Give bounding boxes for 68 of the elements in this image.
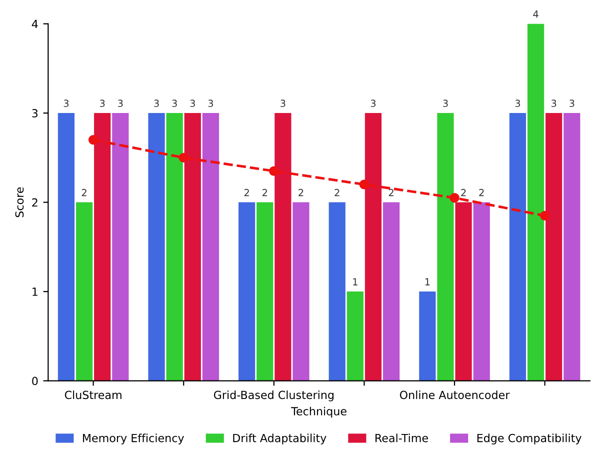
y-tick-label: 0	[32, 376, 38, 386]
bar	[238, 202, 256, 381]
data-label: 2	[479, 188, 484, 196]
bar	[346, 292, 364, 381]
legend-label: Real-Time	[376, 434, 428, 442]
legend-label: Drift Adaptability	[233, 434, 326, 444]
data-label: 2	[298, 188, 304, 196]
data-label: 2	[334, 188, 340, 196]
data-label: 2	[461, 188, 466, 196]
data-label: 3	[172, 100, 177, 107]
data-label: 2	[388, 188, 394, 196]
legend-label: Edge Compatibility	[477, 434, 582, 444]
bar	[546, 113, 562, 381]
bar	[382, 202, 400, 381]
data-label: 3	[100, 100, 105, 107]
y-tick-label: 2	[32, 198, 38, 207]
bar	[292, 202, 310, 381]
point	[88, 134, 98, 145]
data-label: 1	[425, 278, 430, 286]
y-tick-label: 1	[32, 288, 38, 296]
bar	[473, 202, 490, 381]
data-label: 3	[570, 100, 574, 107]
legend-label: Memory Efficiency	[83, 434, 184, 444]
bar	[76, 202, 93, 381]
data-label: 4	[533, 10, 538, 18]
bar	[112, 113, 129, 381]
x-tick-label: Grid-Based Clustering	[214, 390, 334, 402]
point	[359, 180, 370, 190]
bar	[437, 113, 454, 381]
bar	[166, 113, 183, 381]
x-tick-label: CluStream	[64, 390, 122, 400]
bar	[455, 202, 472, 381]
data-label: 2	[262, 188, 267, 196]
y-tick-label: 3	[32, 109, 38, 118]
bar	[527, 24, 544, 381]
point	[269, 166, 279, 176]
data-label: 1	[353, 278, 358, 286]
bar	[328, 202, 346, 381]
data-label: 3	[551, 100, 556, 107]
x-tick-label: Online Autoencoder	[400, 390, 510, 400]
data-label: 3	[280, 100, 286, 107]
data-label: 2	[244, 188, 249, 196]
data-label: 3	[370, 100, 376, 107]
bar	[184, 113, 201, 381]
bar	[202, 113, 220, 381]
y-axis-title: Score	[15, 187, 24, 218]
point	[178, 152, 188, 163]
bar	[94, 113, 111, 381]
x-axis-title: Technique	[291, 406, 346, 418]
bar	[564, 113, 580, 381]
data-label: 3	[208, 100, 214, 107]
point	[450, 192, 460, 203]
data-label: 3	[154, 100, 159, 107]
data-label: 3	[190, 100, 195, 107]
bar	[148, 113, 165, 381]
bar	[364, 113, 382, 381]
bar	[274, 113, 292, 381]
bar	[58, 113, 75, 381]
data-label: 3	[64, 100, 69, 107]
bar	[419, 292, 436, 381]
data-label: 3	[118, 100, 123, 107]
bar	[509, 113, 526, 381]
data-label: 3	[515, 100, 520, 107]
data-label: 3	[443, 100, 448, 107]
data-label: 2	[82, 188, 86, 196]
y-tick-label: 4	[32, 20, 38, 28]
point	[540, 210, 550, 221]
bar	[256, 202, 274, 381]
